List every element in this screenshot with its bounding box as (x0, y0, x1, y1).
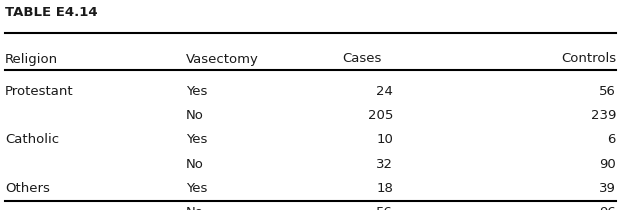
Text: No: No (186, 109, 204, 122)
Text: 10: 10 (376, 133, 393, 146)
Text: 39: 39 (599, 182, 616, 195)
Text: Controls: Controls (561, 52, 616, 66)
Text: Yes: Yes (186, 85, 207, 98)
Text: 90: 90 (599, 158, 616, 171)
Text: 96: 96 (599, 206, 616, 210)
Text: Others: Others (5, 182, 50, 195)
Text: Cases: Cases (342, 52, 382, 66)
Text: 32: 32 (376, 158, 393, 171)
Text: 56: 56 (376, 206, 393, 210)
Text: 24: 24 (376, 85, 393, 98)
Text: 205: 205 (368, 109, 393, 122)
Text: No: No (186, 206, 204, 210)
Text: 56: 56 (599, 85, 616, 98)
Text: 18: 18 (376, 182, 393, 195)
Text: 6: 6 (607, 133, 616, 146)
Text: Religion: Religion (5, 52, 58, 66)
Text: Yes: Yes (186, 182, 207, 195)
Text: 239: 239 (591, 109, 616, 122)
Text: No: No (186, 158, 204, 171)
Text: Protestant: Protestant (5, 85, 74, 98)
Text: Vasectomy: Vasectomy (186, 52, 259, 66)
Text: Catholic: Catholic (5, 133, 59, 146)
Text: TABLE E4.14: TABLE E4.14 (5, 6, 98, 19)
Text: Yes: Yes (186, 133, 207, 146)
